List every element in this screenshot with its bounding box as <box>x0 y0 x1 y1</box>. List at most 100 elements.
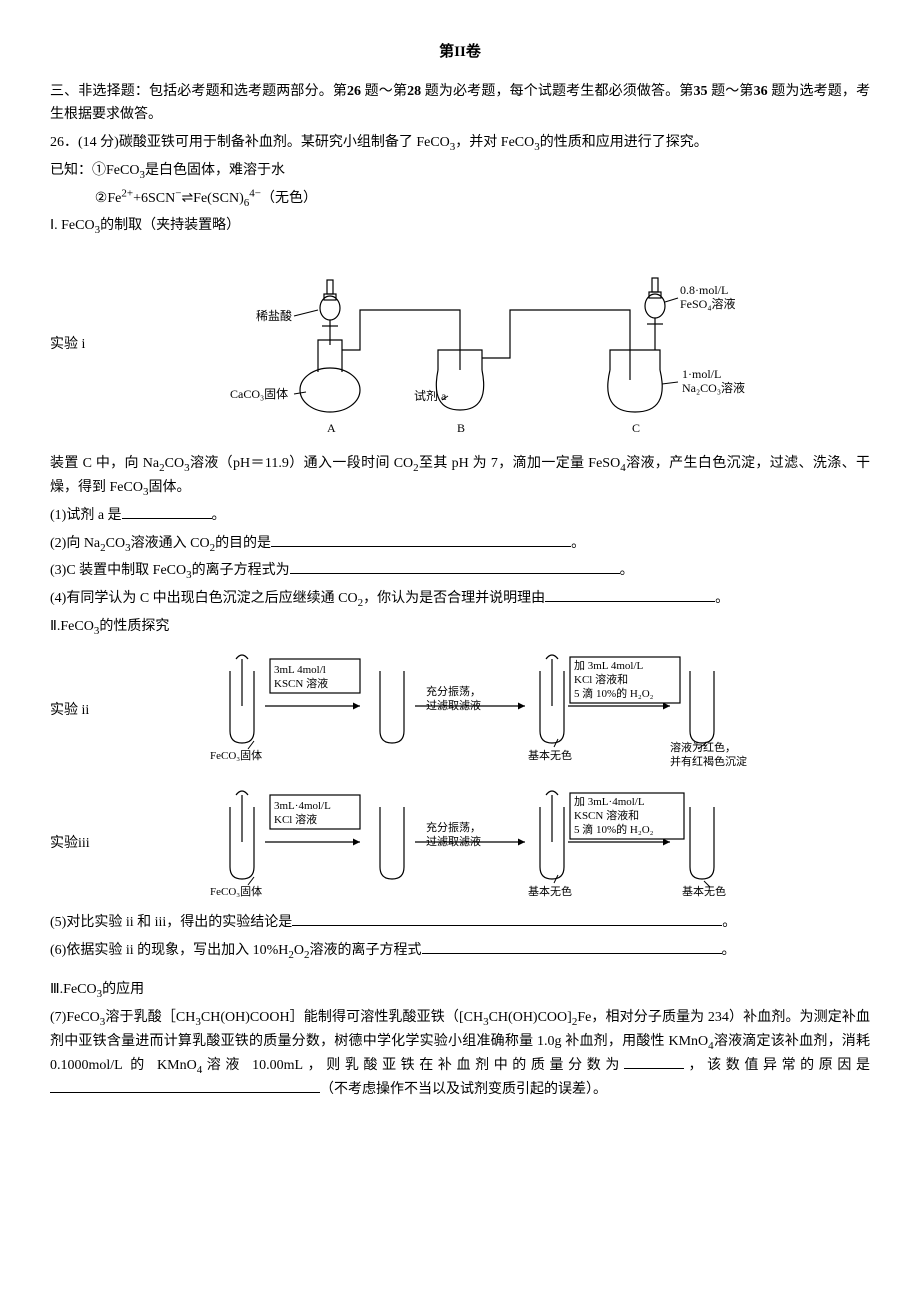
t: ，并对 FeCO <box>455 135 534 150</box>
exp-ii-label: 实验 ii <box>50 699 110 723</box>
svg-text:基本无色: 基本无色 <box>682 884 726 898</box>
sup: 4− <box>249 187 261 199</box>
svg-text:FeCO₃固体: FeCO₃固体 <box>210 748 262 762</box>
svg-text:基本无色: 基本无色 <box>528 884 572 898</box>
t: O <box>294 943 304 958</box>
intro-28: 28 <box>407 84 421 99</box>
exp-iii-diagram: 3mL·4mol/L KCl 溶液 FeCO₃固体 充分振荡， 过滤取滤液 基本… <box>170 789 810 899</box>
t: ，你认为是否合理并说明理由 <box>363 591 545 606</box>
part-i-label: Ⅰ. FeCO3的制取（夹持装置略） <box>50 214 870 238</box>
t: (1)试剂 a 是 <box>50 508 122 523</box>
sup: 2+ <box>121 187 133 199</box>
experiment-ii-row: 实验 ii <box>50 645 870 777</box>
label-reagent-a: 试剂 a <box>414 388 447 403</box>
blank-q5[interactable] <box>292 911 722 926</box>
intro-b: 题～第 <box>365 84 407 99</box>
known-1: 已知：①FeCO3是白色固体，难溶于水 <box>50 159 870 183</box>
intro-c: 题为必考题，每个试题考生都必须做答。第 <box>425 84 694 99</box>
blank-q3[interactable] <box>290 559 620 574</box>
svg-text:充分振荡，: 充分振荡， <box>426 684 481 698</box>
section-intro: 三、非选择题：包括必考题和选考题两部分。第26 题～第28 题为必考题，每个试题… <box>50 80 870 128</box>
blank-q2[interactable] <box>271 532 571 547</box>
known-2: ②Fe2++6SCN−⇌Fe(SCN)64−（无色） <box>50 187 870 211</box>
t: 溶液（pH＝11.9）通入一段时间 CO <box>190 456 414 471</box>
t: 溶于乳酸［CH <box>105 1010 195 1025</box>
part-ii-label: Ⅱ.FeCO3的性质探究 <box>50 615 870 639</box>
svg-text:加 3mL·4mol/L: 加 3mL·4mol/L <box>574 795 645 808</box>
label-feso4-2: FeSO₄溶液 <box>680 296 736 311</box>
blank-q7a[interactable] <box>624 1054 684 1069</box>
t: 已知：①FeCO <box>50 163 139 178</box>
t: 的应用 <box>102 982 144 997</box>
blank-q7b[interactable] <box>50 1078 320 1093</box>
intro-d: 题～第 <box>711 84 753 99</box>
intro-35: 35 <box>693 84 707 99</box>
q26-num: 26．(14 分)碳酸亚铁可用于制备补血剂。某研究小组制备了 FeCO <box>50 135 450 150</box>
t: （无色） <box>261 191 317 206</box>
svg-text:KSCN 溶液: KSCN 溶液 <box>274 676 328 690</box>
t: 是白色固体，难溶于水 <box>145 163 285 178</box>
t: CH(OH)COO] <box>489 1010 572 1025</box>
t: CH(OH)COOH］能制得可溶性乳酸亚铁（[CH <box>201 1010 483 1025</box>
t: Fe(SCN) <box>193 191 244 206</box>
label-B: B <box>457 421 465 435</box>
t: 的制取（夹持装置略） <box>100 218 240 233</box>
apparatus-diagram: 稀盐酸 0.8·mol/L FeSO₄溶液 CaCO₃固体 试剂 a 1·mol… <box>210 250 770 440</box>
t: 的性质探究 <box>99 619 169 634</box>
t: CO <box>165 456 184 471</box>
t: CO <box>106 536 125 551</box>
t: 。 <box>571 536 585 551</box>
t: 。 <box>620 563 634 578</box>
svg-text:过滤取滤液: 过滤取滤液 <box>426 698 481 712</box>
t: 。 <box>715 591 729 606</box>
svg-text:溶液为红色，: 溶液为红色， <box>670 740 736 754</box>
experiment-i-row: 实验 i <box>50 244 870 446</box>
q1: (1)试剂 a 是 。 <box>50 504 870 528</box>
section-title: 第II卷 <box>50 40 870 66</box>
t: +6SCN <box>133 191 175 206</box>
exp-i-label: 实验 i <box>50 333 110 357</box>
t: Ⅲ.FeCO <box>50 982 97 997</box>
intro-26: 26 <box>347 84 361 99</box>
label-A: A <box>327 421 336 435</box>
svg-text:基本无色: 基本无色 <box>528 748 572 762</box>
t: 。 <box>212 508 226 523</box>
t: 溶液通入 CO <box>131 536 210 551</box>
t: 溶液 10.00mL，则乳酸亚铁在补血剂中的质量分数为 <box>202 1058 624 1073</box>
t: Ⅰ. FeCO <box>50 218 95 233</box>
svg-text:FeCO₃固体: FeCO₃固体 <box>210 884 262 898</box>
eq: ⇌ <box>181 191 193 206</box>
label-caco3: CaCO₃固体 <box>230 387 288 401</box>
t: Ⅱ.FeCO <box>50 619 94 634</box>
q6: (6)依据实验 ii 的现象，写出加入 10%H2O2溶液的离子方程式。 <box>50 939 870 963</box>
t: (5)对比实验 ii 和 iii，得出的实验结论是 <box>50 915 292 930</box>
t: 固体。 <box>148 480 190 495</box>
svg-text:KCl 溶液: KCl 溶液 <box>274 812 317 826</box>
blank-q4[interactable] <box>545 587 715 602</box>
svg-text:并有红褐色沉淀: 并有红褐色沉淀 <box>670 754 747 768</box>
blank-q6[interactable] <box>422 939 722 954</box>
q3: (3)C 装置中制取 FeCO3的离子方程式为。 <box>50 559 870 583</box>
part-iii-label: Ⅲ.FeCO3的应用 <box>50 978 870 1002</box>
blank-q1[interactable] <box>122 504 212 519</box>
label-na2co3-1: 1·mol/L <box>682 367 721 381</box>
q2: (2)向 Na2CO3溶液通入 CO2的目的是。 <box>50 532 870 556</box>
q7: (7)FeCO3溶于乳酸［CH3CH(OH)COOH］能制得可溶性乳酸亚铁（[C… <box>50 1006 870 1101</box>
t: （不考虑操作不当以及试剂变质引起的误差）。 <box>320 1082 607 1097</box>
svg-text:5 滴 10%的 H₂O₂: 5 滴 10%的 H₂O₂ <box>574 686 654 700</box>
t: 装置 C 中，向 Na <box>50 456 159 471</box>
q5: (5)对比实验 ii 和 iii，得出的实验结论是。 <box>50 911 870 935</box>
t: (3)C 装置中制取 FeCO <box>50 563 186 578</box>
t: 的性质和应用进行了探究。 <box>540 135 708 150</box>
svg-text:加 3mL 4mol/L: 加 3mL 4mol/L <box>574 659 644 672</box>
intro-36: 36 <box>754 84 768 99</box>
t: ，该数值异常的原因是 <box>684 1058 870 1073</box>
t: 的离子方程式为 <box>192 563 290 578</box>
t: (7)FeCO <box>50 1010 100 1025</box>
experiment-iii-row: 实验iii <box>50 783 870 905</box>
t: (4)有同学认为 C 中出现白色沉淀之后应继续通 CO <box>50 591 358 606</box>
svg-text:充分振荡，: 充分振荡， <box>426 820 481 834</box>
c-description: 装置 C 中，向 Na2CO3溶液（pH＝11.9）通入一段时间 CO2至其 p… <box>50 452 870 500</box>
label-C: C <box>632 421 640 435</box>
t: 溶液的离子方程式 <box>310 943 422 958</box>
